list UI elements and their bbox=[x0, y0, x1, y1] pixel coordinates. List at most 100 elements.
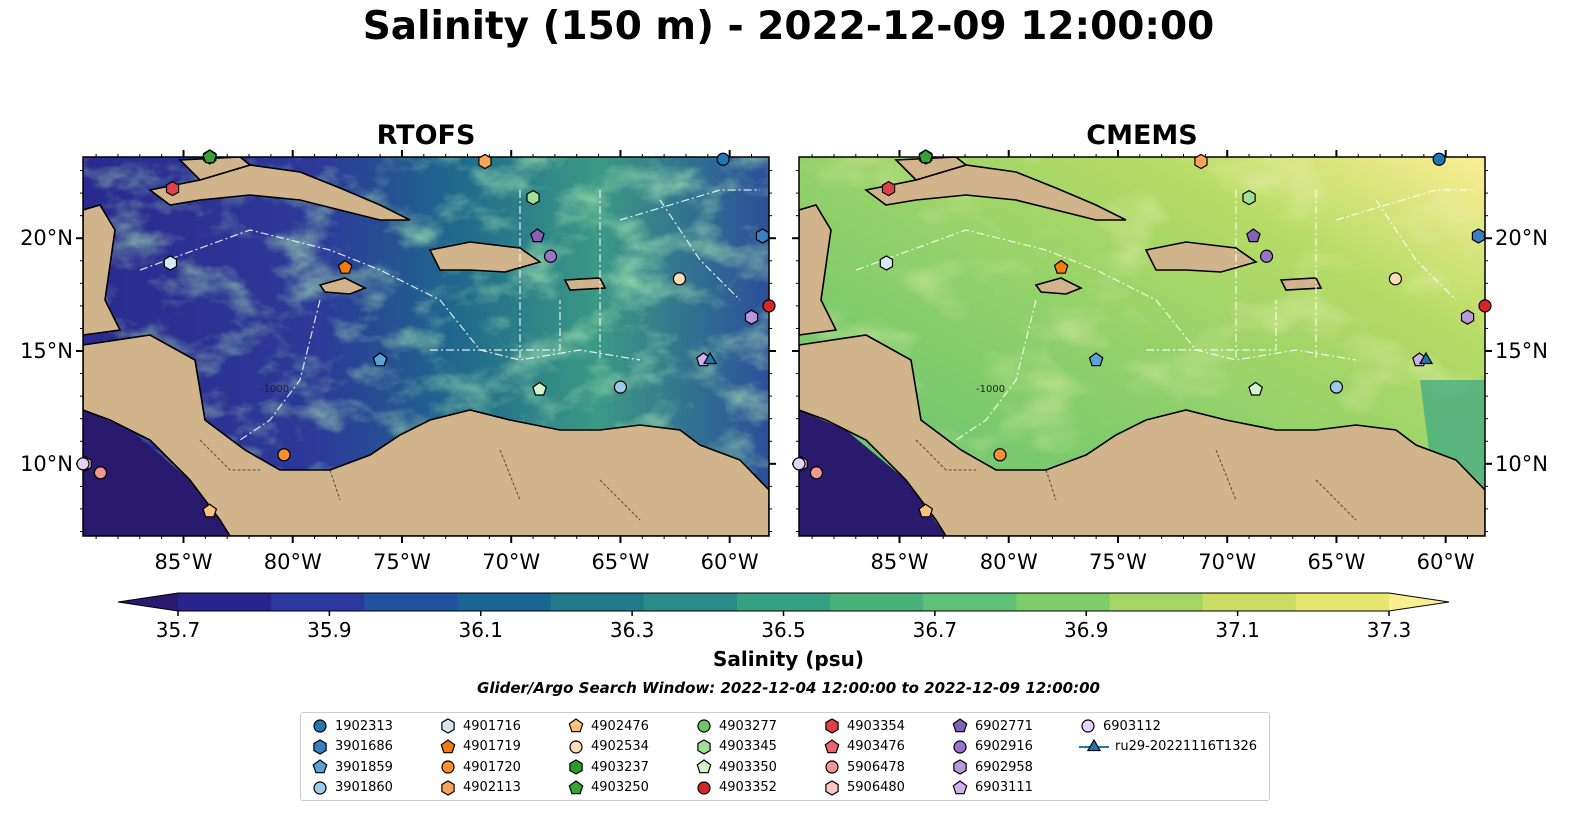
legend-marker bbox=[696, 759, 712, 774]
legend-marker-icon bbox=[1079, 738, 1109, 751]
legend-marker bbox=[313, 780, 327, 795]
landmass bbox=[83, 157, 769, 536]
legend-label: 3901686 bbox=[335, 739, 393, 754]
legend-item-3901859: 3901859 bbox=[311, 757, 393, 777]
legend-marker-icon bbox=[825, 779, 839, 796]
legend-item-6902916: 6902916 bbox=[951, 737, 1033, 757]
legend-marker bbox=[825, 718, 839, 734]
colorbar-segment bbox=[1295, 593, 1390, 611]
legend-marker-icon bbox=[313, 780, 327, 795]
legend-marker bbox=[697, 719, 711, 733]
colorbar-segment bbox=[643, 593, 738, 611]
legend-marker bbox=[441, 718, 455, 734]
float-marker-6903112 bbox=[76, 457, 90, 471]
lat-tick-label: 20°N bbox=[20, 226, 73, 250]
colorbar-tick-label: 36.1 bbox=[458, 618, 503, 642]
lon-tick-label: 75°W bbox=[373, 550, 431, 574]
float-marker-4901716 bbox=[163, 255, 178, 271]
panel-title-cmems: CMEMS bbox=[1086, 120, 1198, 151]
float-marker-4903250 bbox=[202, 149, 218, 164]
legend-label: 4901716 bbox=[463, 718, 521, 734]
legend-item-4903250: 4903250 bbox=[567, 778, 649, 798]
float-marker-3901860 bbox=[1329, 380, 1344, 394]
lon-tick-label: 60°W bbox=[1417, 550, 1475, 574]
float-marker-1902313 bbox=[716, 152, 730, 166]
float-marker-5906478 bbox=[809, 466, 824, 480]
legend-marker bbox=[697, 780, 711, 795]
legend-marker-icon bbox=[313, 738, 327, 755]
legend-marker bbox=[313, 738, 327, 755]
lat-tick-label: 10°N bbox=[20, 452, 73, 476]
legend-label: 1902313 bbox=[335, 718, 393, 734]
legend-item-3901686: 3901686 bbox=[311, 737, 393, 757]
float-marker-4903350 bbox=[1248, 381, 1264, 396]
legend-marker bbox=[568, 779, 584, 794]
lon-tick-label: 80°W bbox=[980, 550, 1038, 574]
legend-marker bbox=[1086, 738, 1102, 751]
float-marker-4903345 bbox=[1242, 189, 1256, 206]
colorbar-tick-label: 35.9 bbox=[307, 618, 352, 642]
legend-item-6902958: 6902958 bbox=[951, 757, 1033, 777]
float-marker-4901719 bbox=[337, 259, 353, 274]
legend-label: 6902916 bbox=[975, 739, 1033, 754]
float-marker-4902476 bbox=[918, 503, 934, 518]
colorbar-segment bbox=[830, 593, 924, 611]
float-marker-ru29-20221116T1326 bbox=[702, 351, 718, 365]
float-marker-4903354 bbox=[881, 180, 896, 197]
float-marker-4903352 bbox=[762, 299, 776, 313]
colorbar-tick-label: 37.3 bbox=[1367, 618, 1412, 642]
legend-label: 6903111 bbox=[975, 780, 1033, 795]
colorbar-segment bbox=[1202, 593, 1297, 611]
map-panel-cmems: -1000 bbox=[799, 157, 1485, 536]
float-marker-6902958 bbox=[744, 309, 759, 325]
legend-label: 4901719 bbox=[463, 739, 521, 754]
colorbar-tick-label: 35.7 bbox=[156, 618, 201, 642]
colorbar-extend-low bbox=[118, 593, 178, 611]
colorbar-segment bbox=[1109, 593, 1204, 611]
lon-tick-label: 75°W bbox=[1089, 550, 1147, 574]
legend-label: ru29-20221116T1326 bbox=[1115, 739, 1258, 754]
legend-label: 4902113 bbox=[463, 780, 521, 795]
pacific-water bbox=[799, 410, 946, 536]
colorbar-tick-label: 37.1 bbox=[1215, 618, 1260, 642]
float-marker-4903345 bbox=[526, 189, 540, 206]
legend-label: 4903277 bbox=[719, 718, 777, 734]
legend-item-4903476: 4903476 bbox=[823, 737, 905, 757]
legend-item-4903354: 4903354 bbox=[823, 716, 905, 736]
lat-tick-label: 15°N bbox=[20, 339, 73, 363]
legend-marker-icon bbox=[697, 719, 711, 733]
legend-marker-icon bbox=[824, 738, 840, 753]
legend-item-3901860: 3901860 bbox=[311, 778, 393, 798]
legend-item-6902771: 6902771 bbox=[951, 716, 1033, 736]
float-marker-4903350 bbox=[532, 381, 548, 396]
legend-marker bbox=[1081, 719, 1095, 733]
legend-label: 6903112 bbox=[1103, 718, 1161, 734]
float-marker-3901859 bbox=[372, 352, 388, 367]
lat-tick-label: 20°N bbox=[1495, 226, 1548, 250]
float-marker-4903354 bbox=[165, 180, 180, 197]
colorbar-segment bbox=[1016, 593, 1111, 611]
float-marker-4902113 bbox=[478, 153, 492, 170]
legend-marker bbox=[312, 759, 328, 774]
legend-item-5906478: 5906478 bbox=[823, 757, 905, 777]
pacific-water bbox=[83, 410, 230, 536]
legend-marker-icon bbox=[1081, 719, 1095, 733]
float-marker-4902534 bbox=[1388, 272, 1403, 286]
legend-label: 3901859 bbox=[335, 759, 393, 775]
colorbar-tick-label: 36.7 bbox=[913, 618, 958, 642]
legend-marker bbox=[825, 760, 839, 774]
float-marker-ru29-20221116T1326 bbox=[1418, 351, 1434, 365]
legend-marker-icon bbox=[825, 718, 839, 734]
colorbar-tick-label: 36.3 bbox=[610, 618, 655, 642]
colorbar-segment bbox=[271, 593, 365, 611]
float-marker-6902958 bbox=[1460, 309, 1475, 325]
legend-marker bbox=[697, 738, 711, 755]
legend-item-4903350: 4903350 bbox=[695, 757, 777, 777]
colorbar-segment bbox=[923, 593, 1017, 611]
float-marker-6903112 bbox=[792, 457, 806, 471]
legend-marker bbox=[953, 759, 967, 775]
float-marker-5906478 bbox=[93, 466, 108, 480]
lat-tick-label: 10°N bbox=[1495, 452, 1548, 476]
legend-item-4902476: 4902476 bbox=[567, 716, 649, 736]
legend-item-4901720: 4901720 bbox=[439, 757, 521, 777]
